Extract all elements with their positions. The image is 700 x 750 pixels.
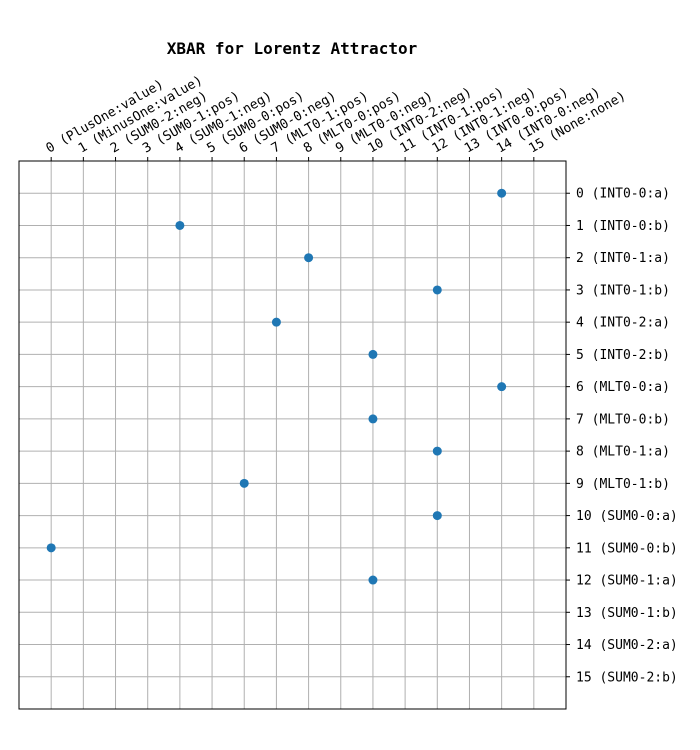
- y-tick-label-12: 12 (SUM0-1:a): [576, 574, 678, 589]
- data-point-11: [46, 543, 56, 553]
- y-tick-label-11: 11 (SUM0-0:b): [576, 541, 678, 556]
- data-point-7: [368, 414, 378, 424]
- data-point-2: [304, 253, 314, 263]
- plot-frame: [18, 160, 567, 710]
- y-tick-label-5: 5 (INT0-2:b): [576, 348, 670, 363]
- data-point-10: [432, 511, 442, 521]
- data-point-8: [432, 446, 442, 456]
- y-tick-label-13: 13 (SUM0-1:b): [576, 606, 678, 621]
- data-point-6: [497, 382, 507, 392]
- y-tick-label-0: 0 (INT0-0:a): [576, 187, 670, 202]
- plot-border: [18, 160, 567, 710]
- data-point-0: [497, 188, 507, 198]
- y-tick-label-10: 10 (SUM0-0:a): [576, 509, 678, 524]
- y-tick-label-6: 6 (MLT0-0:a): [576, 380, 670, 395]
- chart-title: XBAR for Lorentz Attractor: [167, 39, 417, 58]
- data-point-4: [271, 317, 281, 327]
- y-tick-label-4: 4 (INT0-2:a): [576, 316, 670, 331]
- y-tick-label-2: 2 (INT0-1:a): [576, 251, 670, 266]
- y-tick-label-1: 1 (INT0-0:b): [576, 219, 670, 234]
- y-tick-label-9: 9 (MLT0-1:b): [576, 477, 670, 492]
- grid: [19, 161, 566, 709]
- data-point-3: [432, 285, 442, 295]
- data-point-1: [175, 220, 185, 230]
- data-point-5: [368, 349, 378, 359]
- y-tick-label-3: 3 (INT0-1:b): [576, 283, 670, 298]
- y-tick-label-8: 8 (MLT0-1:a): [576, 445, 670, 460]
- y-tick-label-7: 7 (MLT0-0:b): [576, 412, 670, 427]
- y-tick-label-15: 15 (SUM0-2:b): [576, 670, 678, 685]
- y-axis-ticks: 0 (INT0-0:a) 1 (INT0-0:b) 2 (INT0-1:a) 3 (I…: [566, 187, 678, 685]
- data-points: [46, 188, 507, 585]
- data-point-12: [368, 575, 378, 585]
- x-axis-ticks: 0 (PlusOne:value)1 (MinusOne:value)2 (SU…: [44, 73, 629, 161]
- data-point-9: [239, 478, 249, 488]
- y-tick-label-14: 14 (SUM0-2:a): [576, 638, 678, 653]
